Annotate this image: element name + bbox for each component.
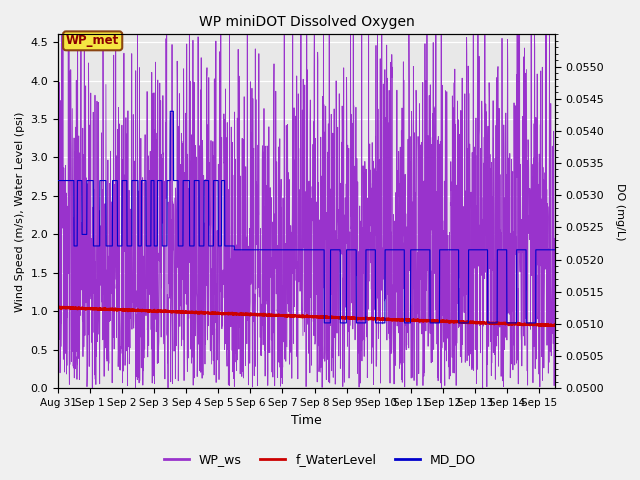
Y-axis label: DO (mg/L): DO (mg/L) — [615, 182, 625, 240]
Y-axis label: Wind Speed (m/s), Water Level (psi): Wind Speed (m/s), Water Level (psi) — [15, 111, 25, 312]
Text: WP_met: WP_met — [66, 35, 119, 48]
Legend: WP_ws, f_WaterLevel, MD_DO: WP_ws, f_WaterLevel, MD_DO — [159, 448, 481, 471]
X-axis label: Time: Time — [291, 414, 322, 427]
Title: WP miniDOT Dissolved Oxygen: WP miniDOT Dissolved Oxygen — [198, 15, 414, 29]
